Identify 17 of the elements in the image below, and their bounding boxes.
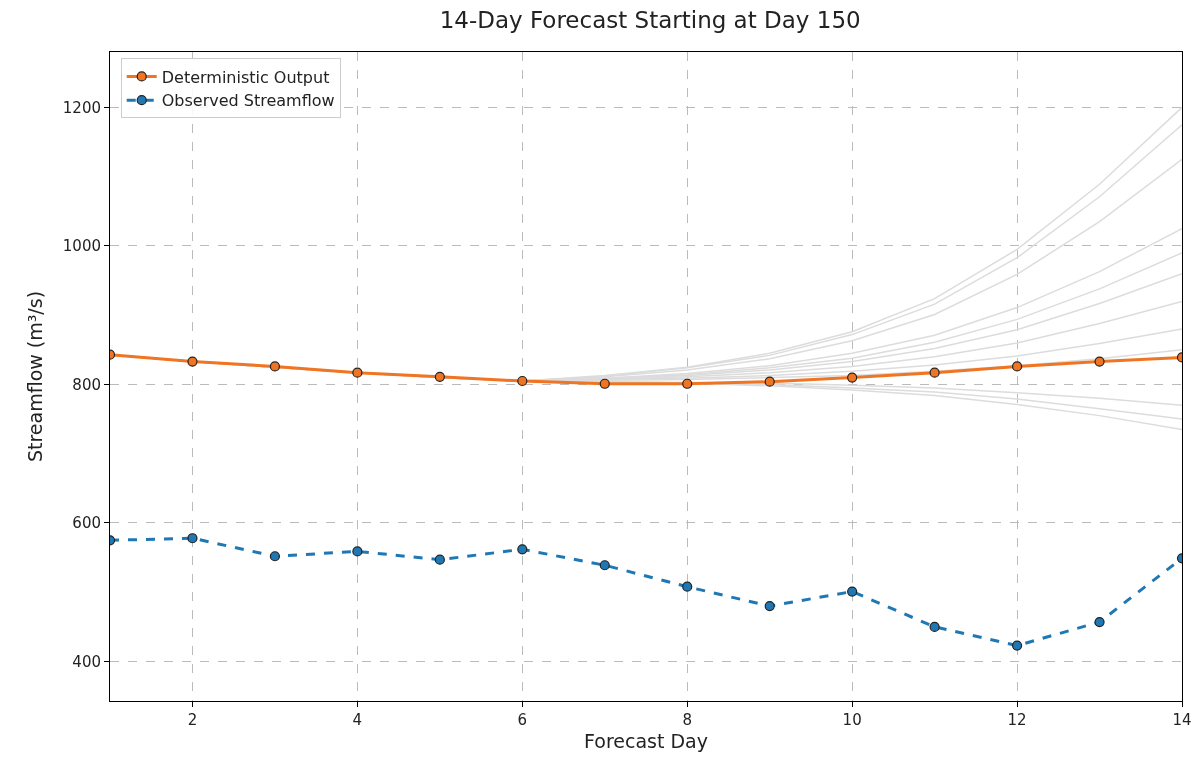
y-tick-label: 800 bbox=[72, 375, 101, 394]
y-tick-label: 1200 bbox=[62, 98, 101, 117]
y-tick-label: 400 bbox=[72, 652, 101, 671]
x-tick-label: 2 bbox=[187, 711, 198, 729]
x-axis-title: Forecast Day bbox=[584, 729, 708, 752]
y-axis-title: Streamflow (m³/s) bbox=[23, 290, 46, 463]
y-tick-label: 1000 bbox=[62, 237, 101, 256]
y-tick-label: 600 bbox=[72, 514, 101, 533]
x-tick-label: 4 bbox=[352, 711, 363, 729]
x-tick-label: 14 bbox=[1172, 711, 1192, 729]
chart-title: 14-Day Forecast Starting at Day 150 bbox=[439, 6, 861, 33]
x-tick-label: 12 bbox=[1007, 711, 1027, 729]
x-tick-label: 6 bbox=[517, 711, 528, 729]
x-tick-label: 10 bbox=[842, 711, 862, 729]
legend-label: Deterministic Output bbox=[161, 67, 330, 87]
x-tick-label: 8 bbox=[682, 711, 692, 729]
legend-label: Observed Streamflow bbox=[161, 91, 335, 111]
